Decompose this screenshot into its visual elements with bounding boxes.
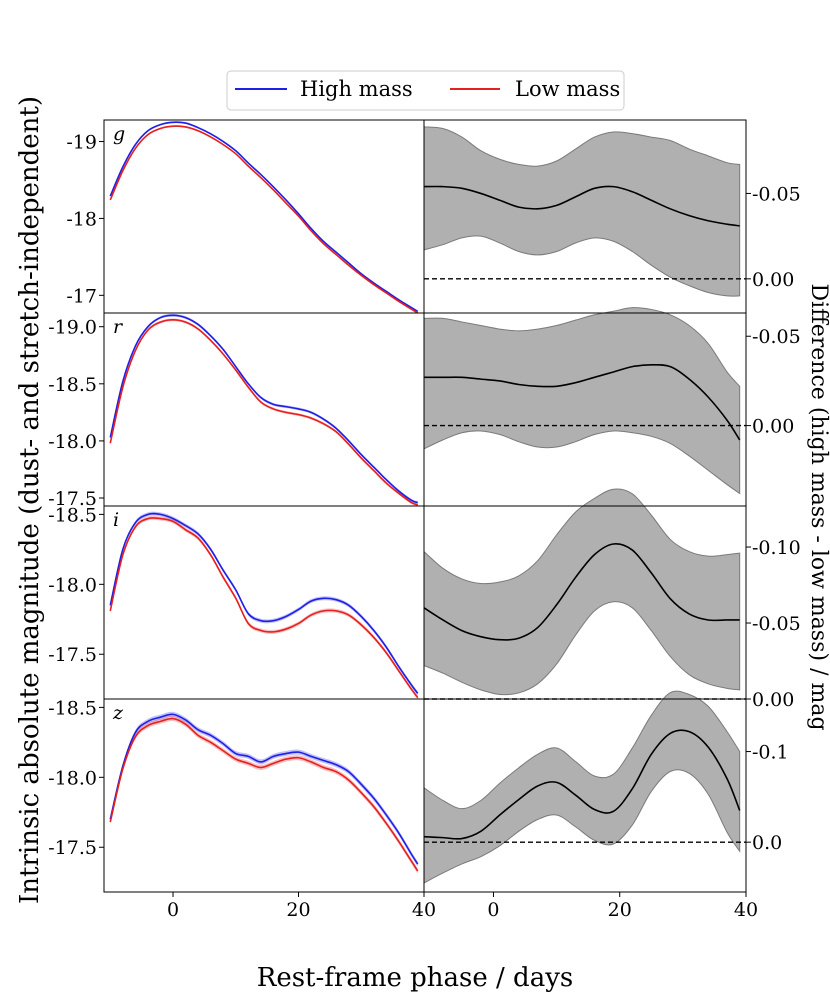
legend-label-high-mass: High mass bbox=[300, 77, 413, 101]
ytick-label-left-r: -18.0 bbox=[48, 431, 97, 453]
line-z-high-mass bbox=[109, 713, 419, 865]
ytick-label-left-i: -18.0 bbox=[48, 574, 97, 596]
band-label-z: z bbox=[112, 702, 124, 724]
x-ticks: 0 20 0 20 40 40 bbox=[167, 892, 758, 921]
difference-band-i bbox=[423, 488, 741, 696]
panel-i: -18.5 -18.0 -17.5 i -0.10 -0.05 0.00 bbox=[48, 488, 801, 711]
panels: -19 -18 -17 g -0.05 0.00 -19.0 -18.5 -18.0 -17.5 r… bbox=[48, 119, 801, 893]
legend-box bbox=[226, 70, 625, 111]
ytick-label-left-z: -17.5 bbox=[48, 837, 97, 859]
ytick-label-left-g: -18 bbox=[66, 208, 97, 230]
xtick-label-right: 40 bbox=[734, 899, 758, 921]
band-i-high-mass bbox=[110, 511, 418, 696]
line-z-low-mass bbox=[109, 717, 419, 872]
line-g-low-mass bbox=[109, 125, 419, 314]
ytick-label-right-z: -0.1 bbox=[752, 742, 789, 764]
ytick-label-right-z: 0.0 bbox=[752, 832, 782, 854]
ytick-label-left-r: -18.5 bbox=[48, 374, 97, 396]
difference-line-r bbox=[424, 363, 741, 441]
band-label-r: r bbox=[113, 316, 124, 338]
ytick-label-left-z: -18.5 bbox=[48, 697, 97, 719]
ytick-label-left-g: -19 bbox=[66, 132, 97, 154]
panel-r: -19.0 -18.5 -18.0 -17.5 r -0.05 0.00 bbox=[48, 307, 801, 510]
frame-right-z bbox=[423, 698, 747, 893]
right-y-axis-label: Difference (high mass - low mass) / mag bbox=[806, 283, 830, 730]
ytick-label-right-i: 0.00 bbox=[752, 689, 794, 711]
band-r-high-mass bbox=[110, 313, 418, 504]
xtick-label-left: 20 bbox=[286, 899, 310, 921]
x-axis-label: Rest-frame phase / days bbox=[257, 963, 573, 993]
line-i-low-mass bbox=[109, 517, 419, 699]
ytick-label-right-i: -0.05 bbox=[752, 613, 801, 635]
panel-z: -18.5 -18.0 -17.5 z -0.1 0.0 bbox=[48, 690, 789, 893]
ytick-label-right-g: -0.05 bbox=[752, 183, 801, 205]
xtick-label-left: 0 bbox=[167, 899, 179, 921]
frame-left-i bbox=[103, 505, 425, 700]
difference-line-g bbox=[423, 185, 740, 227]
ytick-label-left-r: -17.5 bbox=[48, 488, 97, 510]
frame-left-r bbox=[103, 312, 425, 507]
band-r-low-mass bbox=[110, 318, 418, 507]
difference-band-z bbox=[423, 690, 741, 884]
line-r-high-mass bbox=[109, 314, 419, 504]
ytick-label-right-r: -0.05 bbox=[752, 326, 801, 348]
difference-band-g bbox=[423, 126, 741, 297]
ytick-label-right-i: -0.10 bbox=[752, 537, 801, 559]
xtick-label-left: 40 bbox=[412, 899, 436, 921]
band-z-low-mass bbox=[110, 715, 418, 874]
xtick-label-right: 0 bbox=[487, 899, 499, 921]
legend-label-low-mass: Low mass bbox=[515, 77, 620, 101]
difference-band-r bbox=[423, 307, 741, 495]
band-label-i: i bbox=[113, 509, 119, 531]
band-z-high-mass bbox=[110, 711, 418, 867]
ytick-label-right-r: 0.00 bbox=[752, 416, 794, 438]
ytick-label-left-z: -18.0 bbox=[48, 767, 97, 789]
line-r-low-mass bbox=[109, 319, 419, 506]
frame-left-z bbox=[103, 698, 425, 893]
band-label-g: g bbox=[113, 123, 125, 145]
difference-line-i bbox=[423, 543, 740, 641]
ytick-label-left-i: -17.5 bbox=[48, 644, 97, 666]
left-y-axis-label: Intrinsic absolute magnitude (dust- and … bbox=[15, 96, 45, 904]
xtick-label-right: 20 bbox=[608, 899, 632, 921]
ytick-label-left-r: -19.0 bbox=[48, 317, 97, 339]
line-g-high-mass bbox=[109, 121, 419, 313]
band-g-low-mass bbox=[110, 125, 418, 314]
difference-line-z bbox=[423, 729, 741, 840]
ytick-label-left-i: -18.5 bbox=[48, 504, 97, 526]
band-i-low-mass bbox=[110, 515, 418, 700]
legend: High mass Low mass bbox=[226, 70, 625, 111]
ytick-label-right-g: 0.00 bbox=[752, 269, 794, 291]
line-i-high-mass bbox=[109, 512, 419, 694]
ytick-label-left-g: -17 bbox=[66, 285, 97, 307]
panel-g: -19 -18 -17 g -0.05 0.00 bbox=[66, 119, 801, 314]
